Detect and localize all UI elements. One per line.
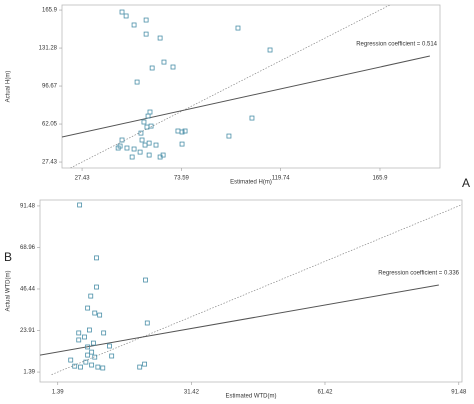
data-point	[78, 364, 83, 370]
x-tick-label: 165.9	[372, 176, 388, 182]
x-tick-label: 73.59	[174, 176, 190, 182]
y-tick-label: 96.67	[42, 84, 58, 90]
data-point	[226, 133, 232, 139]
data-point	[129, 154, 135, 160]
annotation: Regression coefficient = 0.336	[378, 271, 459, 277]
x-axis-title: Estimated H(m)	[230, 180, 272, 186]
identity-line	[51, 204, 462, 375]
x-tick-label: 31.42	[184, 390, 200, 396]
data-point	[97, 312, 103, 318]
y-tick-label: 68.96	[20, 245, 36, 251]
data-point	[142, 361, 148, 367]
data-point	[235, 25, 241, 31]
data-point	[87, 327, 92, 333]
data-point	[146, 140, 152, 146]
data-point	[148, 123, 154, 129]
data-point	[143, 277, 148, 283]
data-point	[137, 149, 143, 155]
data-point	[89, 349, 95, 355]
data-point	[72, 363, 78, 369]
data-point	[82, 334, 87, 340]
x-tick-label: 91.48	[451, 390, 467, 396]
data-point	[249, 115, 255, 121]
data-point	[134, 79, 140, 85]
data-point	[142, 142, 148, 148]
data-point	[85, 305, 91, 311]
data-point	[182, 128, 188, 134]
data-point	[85, 352, 91, 358]
data-point	[76, 330, 82, 336]
data-point	[100, 365, 106, 371]
y-tick-label: 62.05	[42, 122, 58, 128]
regression-line	[62, 55, 430, 138]
panel-label: B	[4, 250, 12, 264]
data-point	[179, 141, 185, 147]
data-point	[131, 146, 137, 152]
data-point	[119, 137, 125, 143]
data-point	[143, 17, 149, 23]
data-point	[161, 59, 167, 65]
y-tick-label: 46.44	[20, 287, 36, 293]
data-point	[153, 142, 159, 148]
y-tick-label: 27.43	[42, 160, 58, 166]
x-tick-label: 119.74	[272, 176, 291, 182]
data-point	[144, 320, 150, 326]
data-point	[160, 152, 166, 158]
data-point	[145, 113, 151, 119]
x-tick-label: 61.42	[317, 390, 333, 396]
data-point	[95, 364, 101, 370]
data-point	[89, 362, 95, 368]
data-point	[88, 293, 94, 299]
data-point	[94, 255, 99, 261]
y-axis-title: Actual H(m)	[6, 71, 12, 103]
data-point	[143, 31, 149, 37]
data-point	[146, 152, 152, 158]
data-point	[138, 130, 144, 136]
data-point	[175, 128, 181, 134]
plot-frame	[39, 199, 463, 383]
data-point	[68, 357, 74, 363]
data-point	[92, 310, 98, 316]
data-point	[137, 364, 143, 370]
data-point	[109, 353, 115, 359]
data-point	[117, 143, 123, 149]
y-tick-label: 165.9	[42, 8, 58, 14]
x-axis-title: Estimated WTD(m)	[226, 394, 277, 400]
identity-line	[70, 5, 391, 168]
data-point	[267, 47, 273, 53]
data-point	[170, 64, 176, 70]
y-tick-label: 23.91	[20, 328, 36, 334]
x-tick-label: 1.39	[52, 390, 64, 396]
data-point	[119, 9, 125, 15]
y-axis-title: Actual WTD(m)	[6, 271, 12, 312]
y-tick-label: 91.48	[20, 204, 36, 210]
y-tick-label: 1.39	[23, 370, 35, 376]
data-point	[179, 129, 185, 135]
annotation: Regression coefficient = 0.514	[356, 42, 437, 48]
data-point	[149, 65, 155, 71]
data-point	[85, 344, 91, 350]
data-point	[77, 202, 83, 208]
data-point	[107, 343, 112, 349]
data-point	[83, 359, 89, 365]
plot-frame	[61, 4, 441, 169]
panel-label: A	[462, 176, 470, 190]
data-point	[147, 109, 153, 115]
data-point	[139, 137, 145, 143]
data-point	[131, 22, 137, 28]
data-point	[141, 119, 147, 125]
data-point	[91, 340, 96, 346]
data-point	[101, 330, 107, 336]
data-point	[94, 284, 99, 290]
data-point	[157, 35, 163, 41]
x-tick-label: 27.43	[75, 176, 91, 182]
regression-line	[40, 284, 439, 356]
data-point	[123, 13, 129, 19]
data-point	[76, 337, 82, 343]
data-point	[92, 354, 98, 360]
data-point	[124, 145, 130, 151]
y-tick-label: 131.28	[39, 46, 58, 52]
